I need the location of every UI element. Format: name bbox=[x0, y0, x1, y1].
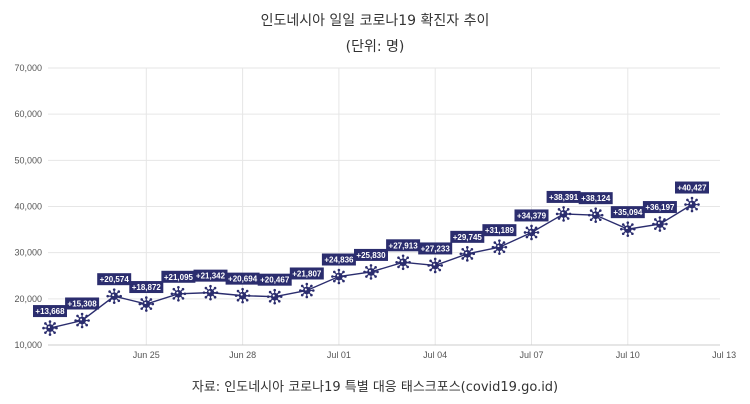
data-point-marker bbox=[459, 246, 476, 262]
data-label: +34,379 bbox=[514, 209, 549, 222]
data-label: +31,189 bbox=[482, 224, 517, 237]
x-tick-label: Jul 13 bbox=[712, 350, 736, 360]
y-tick-label: 30,000 bbox=[14, 248, 42, 258]
svg-text:+21,342: +21,342 bbox=[196, 272, 226, 281]
data-point-marker bbox=[42, 320, 58, 336]
data-label: +21,095 bbox=[161, 270, 196, 283]
data-point-marker bbox=[74, 312, 90, 329]
data-point-marker bbox=[138, 296, 155, 312]
svg-text:+18,872: +18,872 bbox=[132, 283, 162, 292]
x-tick-label: Jul 10 bbox=[616, 350, 640, 360]
data-point-marker bbox=[266, 288, 283, 305]
y-tick-label: 50,000 bbox=[14, 155, 42, 165]
data-label: +38,391 bbox=[546, 190, 581, 203]
data-point-marker bbox=[331, 268, 347, 285]
data-point-marker bbox=[652, 216, 668, 232]
chart-source: 자료: 인도네시아 코로나19 특별 대응 태스크포스(covid19.go.i… bbox=[191, 380, 559, 395]
data-label: +15,308 bbox=[65, 297, 100, 310]
data-label: +40,427 bbox=[675, 181, 709, 194]
data-point-marker bbox=[363, 264, 379, 280]
data-label: +13,668 bbox=[33, 305, 67, 318]
data-point-marker bbox=[555, 206, 572, 222]
y-tick-label: 70,000 bbox=[14, 63, 42, 73]
x-tick-label: Jun 25 bbox=[133, 350, 160, 360]
y-tick-label: 60,000 bbox=[14, 109, 42, 119]
data-label: +18,872 bbox=[129, 281, 164, 294]
svg-text:+34,379: +34,379 bbox=[517, 211, 547, 220]
x-tick-label: Jul 07 bbox=[519, 350, 543, 360]
svg-text:+21,095: +21,095 bbox=[164, 273, 194, 282]
data-label: +20,574 bbox=[97, 273, 132, 286]
data-point-marker bbox=[170, 285, 187, 302]
svg-text:+20,574: +20,574 bbox=[100, 275, 130, 284]
data-label: +20,467 bbox=[257, 273, 292, 286]
svg-text:+40,427: +40,427 bbox=[677, 184, 707, 193]
x-tick-label: Jun 28 bbox=[229, 350, 256, 360]
data-point-marker bbox=[427, 257, 444, 274]
svg-text:+13,668: +13,668 bbox=[35, 307, 65, 316]
data-point-marker bbox=[620, 221, 636, 237]
data-label: +25,830 bbox=[354, 248, 388, 261]
svg-text:+20,467: +20,467 bbox=[260, 276, 290, 285]
data-point-marker bbox=[684, 196, 700, 213]
data-point-marker bbox=[587, 207, 604, 223]
data-label: +27,913 bbox=[386, 239, 421, 252]
x-tick-label: Jul 01 bbox=[327, 350, 351, 360]
svg-text:+29,745: +29,745 bbox=[453, 233, 483, 242]
svg-text:+36,197: +36,197 bbox=[645, 203, 675, 212]
svg-text:+21,807: +21,807 bbox=[292, 269, 322, 278]
data-label: +35,094 bbox=[610, 206, 645, 219]
data-point-marker bbox=[395, 254, 411, 271]
svg-text:+35,094: +35,094 bbox=[613, 208, 643, 217]
data-point-marker bbox=[523, 224, 540, 241]
svg-text:+27,913: +27,913 bbox=[389, 241, 419, 250]
x-tick-label: Jul 04 bbox=[423, 350, 447, 360]
svg-text:+24,836: +24,836 bbox=[324, 256, 354, 265]
data-point-marker bbox=[491, 239, 508, 255]
data-point-marker bbox=[202, 284, 219, 301]
svg-text:+38,391: +38,391 bbox=[549, 193, 579, 202]
svg-text:+27,233: +27,233 bbox=[421, 244, 451, 253]
y-tick-label: 20,000 bbox=[14, 294, 42, 304]
y-tick-label: 40,000 bbox=[14, 202, 42, 212]
data-label: +21,342 bbox=[193, 269, 228, 282]
data-label: +38,124 bbox=[578, 192, 613, 205]
data-point-marker bbox=[106, 288, 122, 304]
chart-title: 인도네시아 일일 코로나19 확진자 추이 bbox=[260, 13, 490, 29]
data-label: +36,197 bbox=[642, 201, 677, 214]
svg-text:+15,308: +15,308 bbox=[68, 299, 98, 308]
data-point-marker bbox=[234, 287, 251, 304]
data-point-marker bbox=[299, 282, 315, 299]
svg-text:+38,124: +38,124 bbox=[581, 194, 611, 203]
svg-text:+20,694: +20,694 bbox=[228, 275, 258, 284]
data-label: +20,694 bbox=[225, 272, 260, 285]
data-label: +24,836 bbox=[321, 253, 356, 266]
data-label: +27,233 bbox=[418, 242, 453, 255]
data-label: +21,807 bbox=[289, 267, 324, 280]
svg-text:+25,830: +25,830 bbox=[356, 251, 386, 260]
y-tick-label: 10,000 bbox=[14, 340, 42, 350]
data-label: +29,745 bbox=[450, 230, 485, 243]
chart-unit: (단위: 명) bbox=[345, 39, 405, 55]
svg-text:+31,189: +31,189 bbox=[485, 226, 515, 235]
